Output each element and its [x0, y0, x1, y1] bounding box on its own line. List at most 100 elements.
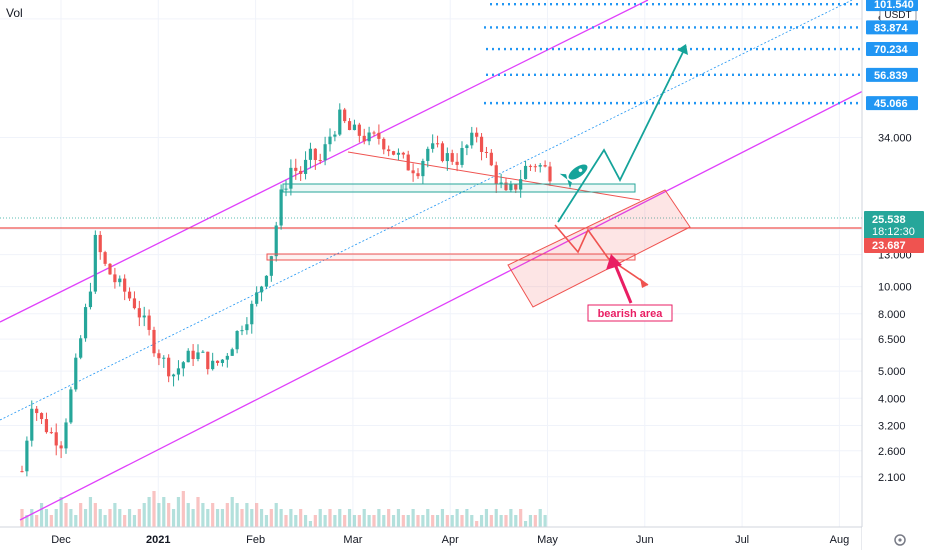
price-tick-label: 6.500: [878, 334, 906, 346]
volume-bar: [494, 509, 498, 527]
volume-bar: [113, 503, 117, 527]
volume-bar: [367, 515, 371, 527]
candle-body: [489, 152, 493, 166]
price-axis-panel: [862, 0, 932, 550]
volume-bar: [44, 509, 49, 527]
candle-body: [347, 121, 352, 131]
candle-body: [450, 153, 454, 162]
volume-bar: [352, 515, 357, 527]
bearish-area-box[interactable]: [507, 189, 691, 308]
candle-body: [225, 355, 229, 360]
target-lines: [484, 2, 862, 105]
volume-bar: [142, 503, 146, 527]
volume-bar: [264, 515, 269, 527]
volume-bar: [274, 503, 278, 527]
volume-bar: [475, 521, 479, 527]
candle-body: [323, 144, 327, 161]
candle-body: [132, 298, 137, 309]
volume-bar: [426, 509, 430, 527]
time-tick-label: May: [537, 534, 558, 546]
volume-bar: [440, 509, 445, 527]
channel-upper-line[interactable]: [0, 0, 649, 323]
candle-body: [455, 161, 459, 165]
volume-bar: [347, 509, 352, 527]
candle-body: [533, 166, 537, 168]
time-tick-label: Jun: [636, 534, 654, 546]
volume-bar: [416, 515, 420, 527]
candle-body: [108, 263, 112, 275]
channel-lower-line[interactable]: [19, 89, 866, 521]
volume-bar: [313, 515, 317, 527]
time-tick-label: Feb: [246, 534, 265, 546]
volume-bar: [421, 515, 425, 527]
volume-bar: [514, 515, 518, 527]
bearish-projection-arrowhead: [640, 278, 648, 288]
volume-bar: [245, 503, 249, 527]
candle-body: [39, 413, 44, 420]
volume-bar: [396, 509, 401, 527]
candle-body: [352, 124, 357, 131]
candle-body: [367, 132, 371, 142]
candle-body: [479, 136, 484, 152]
volume-bar: [240, 509, 244, 527]
price-tick-label: 2.600: [878, 446, 906, 458]
candle-body: [543, 165, 547, 167]
support-box[interactable]: [266, 253, 636, 261]
volume-bar: [30, 509, 34, 527]
volume-bar: [289, 509, 293, 527]
price-tick-label: 3.200: [878, 420, 906, 432]
time-tick-label: 2021: [146, 534, 170, 546]
resistance-box[interactable]: [282, 183, 636, 193]
volume-bar: [411, 509, 415, 527]
candle-body: [411, 170, 415, 174]
candle-body: [396, 152, 401, 155]
candle-body: [235, 331, 239, 350]
candle-body: [377, 132, 381, 139]
volume-bar: [445, 515, 449, 527]
settings-gear-icon[interactable]: [894, 534, 906, 546]
candle-body: [83, 307, 88, 339]
candles: [20, 103, 552, 477]
last-level-badge: 23.687: [864, 238, 924, 253]
volume-bar: [152, 491, 156, 527]
candle-body: [504, 182, 508, 191]
volume-bar: [294, 515, 298, 527]
volume-bar: [162, 497, 166, 527]
candle-body: [118, 278, 122, 283]
volume-bar: [171, 509, 176, 527]
candle-body: [460, 148, 464, 165]
volume-bar: [35, 515, 39, 527]
candle-body: [191, 350, 195, 360]
volume-bar: [127, 509, 132, 527]
volume-bar: [83, 509, 88, 527]
candle-body: [196, 352, 200, 360]
candle-body: [548, 166, 552, 182]
candle-body: [35, 408, 39, 414]
volume-bar: [123, 515, 127, 527]
candle-body: [176, 368, 181, 375]
target-badges: 101.540 83.874 70.234 56.839 45.066: [866, 0, 918, 111]
candle-body: [167, 357, 171, 377]
volume-bar: [206, 509, 210, 527]
volume-bar: [49, 515, 53, 527]
candle-body: [206, 351, 210, 370]
candle-body: [74, 357, 78, 390]
candle-body: [338, 109, 342, 135]
candle-body: [299, 170, 303, 174]
candle-body: [470, 132, 474, 146]
volume-bar: [533, 515, 537, 527]
volume-bar: [191, 509, 195, 527]
volume-bar: [343, 515, 347, 527]
volume-bar: [59, 497, 63, 527]
time-tick-label: Aug: [830, 534, 850, 546]
volume-bar: [401, 515, 405, 527]
axis-corner: [862, 527, 932, 550]
volume-bar: [382, 515, 386, 527]
bullish-projection-arrowhead: [677, 44, 688, 55]
time-tick-label: Mar: [343, 534, 362, 546]
candle-body: [426, 148, 430, 161]
candle-body: [514, 184, 518, 190]
candle-body: [401, 152, 405, 155]
grid: [0, 0, 862, 527]
